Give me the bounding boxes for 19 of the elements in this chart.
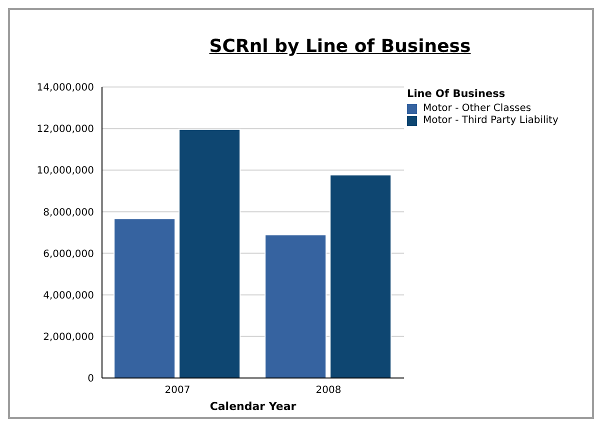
bar: [264, 234, 327, 378]
y-tick-label: 4,000,000: [43, 290, 94, 302]
x-axis-title: Calendar Year: [210, 400, 297, 413]
y-tick-label: 12,000,000: [36, 124, 94, 136]
legend-label: Motor - Other Classes: [423, 103, 532, 115]
y-tick-label: 10,000,000: [36, 166, 94, 177]
y-tick-label: 6,000,000: [43, 248, 94, 260]
y-tick-label: 8,000,000: [43, 207, 94, 218]
bar: [178, 128, 241, 378]
bar: [330, 174, 392, 378]
chart-title: SCRnl by Line of Business: [208, 36, 472, 57]
y-tick-label: 14,000,000: [36, 82, 94, 94]
legend-title: Line Of Business: [407, 88, 506, 100]
x-tick-label: 2007: [164, 385, 190, 396]
bar: [114, 218, 176, 378]
y-tick-label: 2,000,000: [43, 332, 94, 343]
x-tick-label: 2008: [316, 385, 342, 396]
y-tick-label: 0: [88, 374, 94, 385]
legend-label: Motor - Third Party Liability: [423, 115, 558, 127]
